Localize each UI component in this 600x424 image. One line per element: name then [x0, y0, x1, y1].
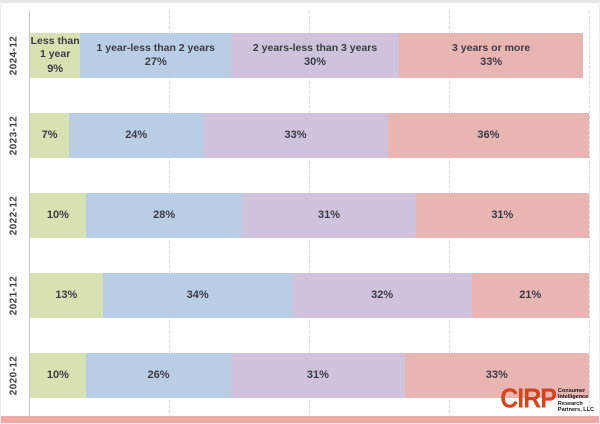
- cirp-logo-text: CIRP: [500, 383, 557, 415]
- bar-segment: 34%: [102, 273, 293, 318]
- bar-segment: 28%: [85, 193, 243, 238]
- tagline-line: Research: [557, 400, 583, 407]
- bar-segment: 3 years or more 33%: [398, 33, 584, 78]
- year-label: 2021-12: [8, 275, 20, 316]
- segment-value-label: 26%: [147, 369, 170, 382]
- segment-value-label: 30%: [304, 56, 327, 69]
- bar-row-2024-12: Less than 1 year 9% 1 year-less than 2 yea…: [30, 33, 589, 78]
- bar-segment: 32%: [292, 273, 472, 318]
- segment-value-label: 27%: [144, 56, 167, 69]
- year-label: 2024-12: [8, 35, 20, 76]
- bar-row-2022-12: 10% 28% 31% 31%: [30, 193, 589, 238]
- bar-segment: 10%: [30, 353, 86, 398]
- segment-value-label: 33%: [284, 129, 307, 142]
- segment-value-label: 33%: [480, 56, 503, 69]
- segment-value-label: 31%: [318, 209, 341, 222]
- bar-segment: 26%: [85, 353, 232, 398]
- bar-segment: Less than 1 year 9%: [30, 33, 81, 78]
- segment-series-name: 2 years-less than 3 years: [252, 41, 378, 54]
- year-label: 2023-12: [8, 115, 20, 156]
- bar-segment: 13%: [30, 273, 103, 318]
- bar-segment: 31%: [231, 353, 405, 398]
- year-label: 2020-12: [8, 355, 20, 396]
- y-axis-line: [29, 11, 30, 418]
- gridline-100pct: [589, 11, 590, 418]
- bar-row-2020-12: 10% 26% 31% 33%: [30, 353, 589, 398]
- bar-segment: 31%: [242, 193, 416, 238]
- year-label: 2022-12: [8, 195, 20, 236]
- segment-value-label: 33%: [485, 369, 508, 382]
- segment-value-label: 10%: [46, 369, 69, 382]
- segment-value-label: 9%: [47, 62, 64, 75]
- tagline-line: Intelligence: [557, 394, 589, 401]
- bar-segment: 10%: [30, 193, 86, 238]
- bar-segment: 21%: [471, 273, 589, 318]
- bar-row-2021-12: 13% 34% 32% 21%: [30, 273, 589, 318]
- segment-value-label: 31%: [491, 209, 514, 222]
- segment-value-label: 28%: [153, 209, 176, 222]
- bar-segment: 31%: [415, 193, 589, 238]
- segment-value-label: 24%: [125, 129, 148, 142]
- segment-value-label: 34%: [186, 289, 209, 302]
- segment-value-label: 10%: [46, 209, 69, 222]
- segment-series-name: Less than 1 year: [30, 34, 80, 61]
- segment-value-label: 21%: [519, 289, 542, 302]
- cirp-logo-tagline: Consumer Intelligence Research Partners, LL…: [558, 388, 594, 414]
- bar-segment: 36%: [387, 113, 589, 158]
- segment-series-name: 3 years or more: [452, 41, 531, 54]
- tagline-line: Partners, LLC: [557, 407, 594, 414]
- bar-segment: 33%: [404, 353, 589, 398]
- bar-segment: 24%: [69, 113, 204, 158]
- tagline-line: Consumer: [557, 387, 586, 394]
- bar-segment: 2 years-less than 3 years 30%: [231, 33, 399, 78]
- bar-segment: 7%: [30, 113, 70, 158]
- segment-value-label: 7%: [41, 129, 58, 142]
- segment-value-label: 13%: [55, 289, 78, 302]
- bar-segment: 33%: [203, 113, 388, 158]
- segment-series-name: 1 year-less than 2 years: [96, 41, 216, 54]
- segment-value-label: 32%: [371, 289, 394, 302]
- segment-value-label: 36%: [477, 129, 500, 142]
- segment-value-label: 31%: [306, 369, 329, 382]
- bottom-accent-strip: [1, 416, 599, 423]
- bar-row-2023-12: 7% 24% 33% 36%: [30, 113, 589, 158]
- plot-area: Less than 1 year 9% 1 year-less than 2 yea…: [29, 11, 590, 418]
- bar-segment: 1 year-less than 2 years 27%: [80, 33, 232, 78]
- cirp-logo: CIRP Consumer Intelligence Research Partner…: [500, 383, 594, 415]
